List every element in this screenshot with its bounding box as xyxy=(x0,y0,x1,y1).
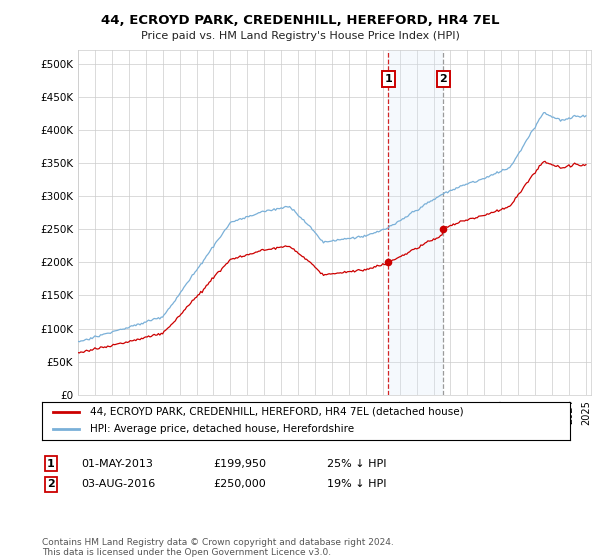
Text: 2: 2 xyxy=(439,74,447,84)
Text: 44, ECROYD PARK, CREDENHILL, HEREFORD, HR4 7EL: 44, ECROYD PARK, CREDENHILL, HEREFORD, H… xyxy=(101,14,499,27)
Text: 44, ECROYD PARK, CREDENHILL, HEREFORD, HR4 7EL (detached house): 44, ECROYD PARK, CREDENHILL, HEREFORD, H… xyxy=(89,407,463,417)
Text: HPI: Average price, detached house, Herefordshire: HPI: Average price, detached house, Here… xyxy=(89,424,353,435)
Text: 1: 1 xyxy=(47,459,55,469)
Text: 25% ↓ HPI: 25% ↓ HPI xyxy=(327,459,386,469)
Text: £199,950: £199,950 xyxy=(213,459,266,469)
Text: £250,000: £250,000 xyxy=(213,479,266,489)
Text: 2: 2 xyxy=(47,479,55,489)
Text: Price paid vs. HM Land Registry's House Price Index (HPI): Price paid vs. HM Land Registry's House … xyxy=(140,31,460,41)
Text: 19% ↓ HPI: 19% ↓ HPI xyxy=(327,479,386,489)
Text: 03-AUG-2016: 03-AUG-2016 xyxy=(81,479,155,489)
Text: Contains HM Land Registry data © Crown copyright and database right 2024.
This d: Contains HM Land Registry data © Crown c… xyxy=(42,538,394,557)
Text: 01-MAY-2013: 01-MAY-2013 xyxy=(81,459,153,469)
Bar xyxy=(388,50,443,395)
Text: 1: 1 xyxy=(385,74,392,84)
